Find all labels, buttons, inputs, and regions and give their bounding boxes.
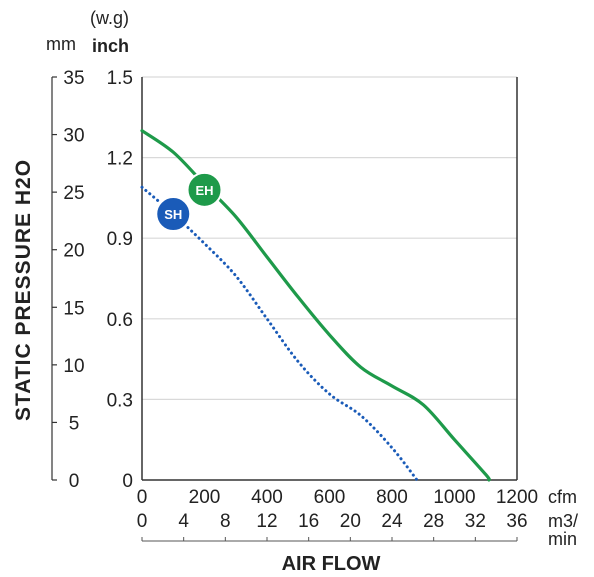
cfm-tick-label: 400: [251, 487, 283, 508]
m3-tick-label: 28: [423, 511, 444, 532]
mm-tick-label: 5: [69, 413, 80, 434]
m3-tick-label: 12: [256, 511, 277, 532]
mm-tick-label: 25: [63, 183, 84, 204]
series-label-sh: SH: [164, 207, 182, 222]
inch-tick-label: 1.2: [107, 149, 133, 170]
m3-tick-label: 36: [506, 511, 527, 532]
y-axis-title: STATIC PRESSURE H2O: [12, 159, 35, 421]
cfm-tick-label: 600: [314, 487, 346, 508]
series-marker-eh: [186, 171, 223, 208]
inch-tick-label: 1.5: [107, 68, 133, 89]
m3-tick-label: 16: [298, 511, 319, 532]
cfm-tick-label: 1000: [433, 487, 475, 508]
m3-tick-label: 32: [465, 511, 486, 532]
x-unit-cfm: cfm: [548, 487, 577, 507]
mm-tick-label: 20: [63, 241, 84, 262]
series-label-eh: EH: [195, 183, 213, 198]
grid-layer: [142, 76, 517, 400]
y-unit-wg: (w.g): [90, 8, 129, 28]
inch-tick-label: 0.3: [107, 390, 133, 411]
x-axis-title: AIR FLOW: [282, 553, 381, 575]
m3-tick-label: 4: [178, 511, 189, 532]
cfm-tick-label: 800: [376, 487, 408, 508]
y-unit-mm: mm: [46, 34, 76, 54]
inch-tick-label: 0: [122, 471, 133, 492]
mm-tick-label: 10: [63, 356, 84, 377]
m3-tick-label: 8: [220, 511, 231, 532]
axes-layer: [51, 76, 518, 542]
cfm-tick-label: 1200: [496, 487, 538, 508]
mm-tick-label: 0: [69, 471, 80, 492]
series-layer: EH SH: [140, 129, 491, 482]
mm-tick-label: 30: [63, 126, 84, 147]
series-line-sh: [140, 185, 419, 482]
x-unit-min: min: [548, 529, 577, 549]
m3-tick-label: 0: [137, 511, 148, 532]
series-marker-sh: [155, 196, 192, 233]
m3-tick-label: 20: [340, 511, 361, 532]
inch-tick-label: 0.9: [107, 229, 133, 250]
mm-tick-label: 35: [63, 68, 84, 89]
y-unit-inch: inch: [92, 36, 129, 56]
inch-tick-label: 0.6: [107, 310, 133, 331]
mm-tick-label: 15: [63, 298, 84, 319]
cfm-tick-label: 0: [137, 487, 148, 508]
m3-tick-label: 24: [381, 511, 403, 532]
x-unit-m3: m3/: [548, 511, 578, 531]
cfm-tick-label: 200: [189, 487, 221, 508]
